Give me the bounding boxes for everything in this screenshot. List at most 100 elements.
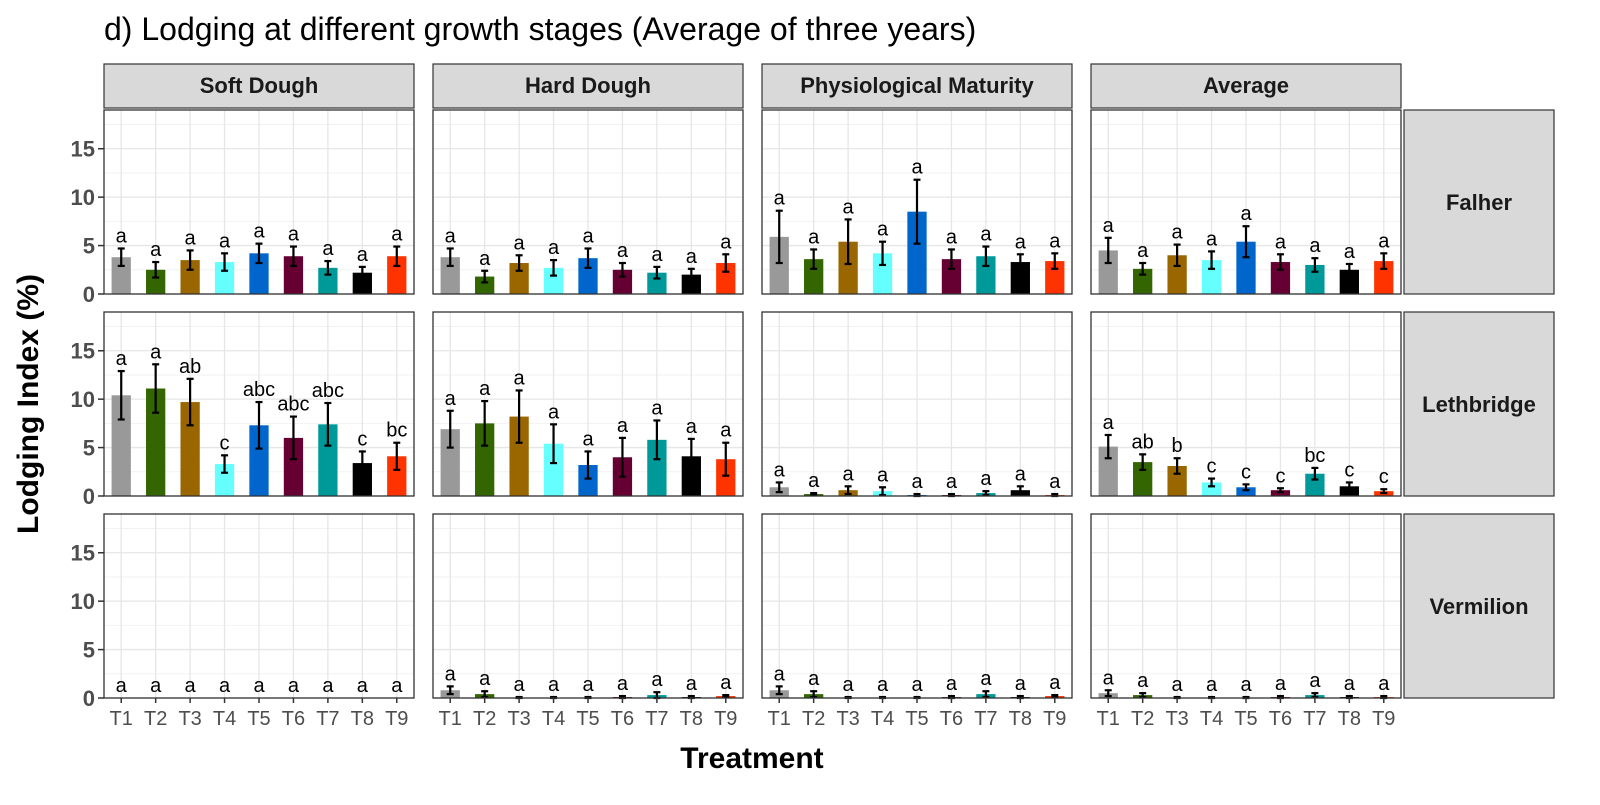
column-strip-label: Average <box>1203 73 1289 98</box>
significance-label: a <box>1206 228 1218 250</box>
significance-label: a <box>582 674 594 696</box>
significance-label: a <box>322 238 334 260</box>
x-tick-label: T3 <box>836 708 859 730</box>
significance-label: c <box>1241 461 1251 483</box>
x-tick-label: T1 <box>768 708 791 730</box>
significance-label: a <box>774 459 786 481</box>
significance-label: a <box>946 673 958 695</box>
significance-label: a <box>774 188 786 210</box>
significance-label: a <box>877 219 889 241</box>
significance-label: a <box>1275 673 1287 695</box>
significance-label: a <box>1309 670 1321 692</box>
significance-label: a <box>288 224 300 246</box>
x-tick-label: T1 <box>110 708 133 730</box>
significance-label: c <box>220 432 230 454</box>
significance-label: a <box>479 248 491 270</box>
significance-label: ab <box>179 356 201 378</box>
significance-label: a <box>774 663 786 685</box>
significance-label: a <box>1275 231 1287 253</box>
significance-label: a <box>1103 412 1115 434</box>
x-tick-label: T9 <box>1043 708 1066 730</box>
significance-label: a <box>980 224 992 246</box>
significance-label: a <box>322 675 334 697</box>
significance-label: a <box>445 663 457 685</box>
row-strip-label: Lethbridge <box>1422 392 1536 417</box>
significance-label: a <box>617 415 629 437</box>
y-tick-label: 5 <box>83 436 95 461</box>
significance-label: a <box>514 674 526 696</box>
significance-label: abc <box>277 394 309 416</box>
significance-label: a <box>1049 672 1061 694</box>
significance-label: a <box>1206 674 1218 696</box>
significance-label: a <box>1049 230 1061 252</box>
x-tick-label: T4 <box>871 708 894 730</box>
x-tick-label: T2 <box>473 708 496 730</box>
significance-label: c <box>357 428 367 450</box>
significance-label: a <box>1015 231 1027 253</box>
significance-label: a <box>219 675 231 697</box>
x-tick-label: T6 <box>940 708 963 730</box>
significance-label: c <box>1207 456 1217 478</box>
significance-label: a <box>357 675 369 697</box>
significance-label: a <box>1015 463 1027 485</box>
chart-title: d) Lodging at different growth stages (A… <box>104 11 976 47</box>
significance-label: a <box>980 668 992 690</box>
significance-label: a <box>808 668 820 690</box>
significance-label: a <box>686 673 698 695</box>
significance-label: a <box>548 674 560 696</box>
column-strip-label: Soft Dough <box>200 73 319 98</box>
significance-label: abc <box>312 380 344 402</box>
significance-label: a <box>946 226 958 248</box>
significance-label: a <box>288 675 300 697</box>
x-tick-label: T1 <box>1097 708 1120 730</box>
significance-label: a <box>582 428 594 450</box>
significance-label: a <box>514 232 526 254</box>
significance-label: a <box>1137 240 1149 262</box>
significance-label: a <box>1103 215 1115 237</box>
row-strip-label: Vermilion <box>1429 594 1528 619</box>
significance-label: a <box>1103 667 1115 689</box>
significance-label: a <box>150 341 162 363</box>
significance-label: a <box>479 378 491 400</box>
significance-label: a <box>1378 673 1390 695</box>
significance-label: a <box>1172 222 1184 244</box>
significance-label: c <box>1379 466 1389 488</box>
significance-label: a <box>843 463 855 485</box>
significance-label: a <box>150 239 162 261</box>
significance-label: a <box>514 367 526 389</box>
x-tick-label: T4 <box>1200 708 1223 730</box>
x-tick-label: T6 <box>282 708 305 730</box>
significance-label: a <box>911 471 923 493</box>
x-tick-label: T6 <box>1269 708 1292 730</box>
significance-label: a <box>445 225 457 247</box>
y-tick-label: 0 <box>83 484 95 509</box>
significance-label: bc <box>1304 445 1325 467</box>
x-tick-label: T4 <box>542 708 565 730</box>
y-tick-label: 0 <box>83 686 95 711</box>
y-tick-label: 10 <box>71 387 95 412</box>
significance-label: a <box>185 227 197 249</box>
significance-label: a <box>651 397 663 419</box>
significance-label: a <box>617 673 629 695</box>
significance-label: a <box>116 225 128 247</box>
significance-label: a <box>980 468 992 490</box>
x-tick-label: T5 <box>905 708 928 730</box>
significance-label: a <box>479 668 491 690</box>
significance-label: a <box>843 196 855 218</box>
x-tick-label: T9 <box>714 708 737 730</box>
x-tick-label: T9 <box>1372 708 1395 730</box>
significance-label: a <box>253 675 265 697</box>
significance-label: a <box>150 675 162 697</box>
significance-label: a <box>877 464 889 486</box>
significance-label: a <box>911 157 923 179</box>
column-strip-label: Hard Dough <box>525 73 651 98</box>
x-tick-label: T8 <box>680 708 703 730</box>
significance-label: a <box>391 675 403 697</box>
significance-label: c <box>1344 459 1354 481</box>
x-tick-label: T4 <box>213 708 236 730</box>
significance-label: a <box>617 240 629 262</box>
significance-label: ab <box>1132 431 1154 453</box>
significance-label: a <box>720 231 732 253</box>
